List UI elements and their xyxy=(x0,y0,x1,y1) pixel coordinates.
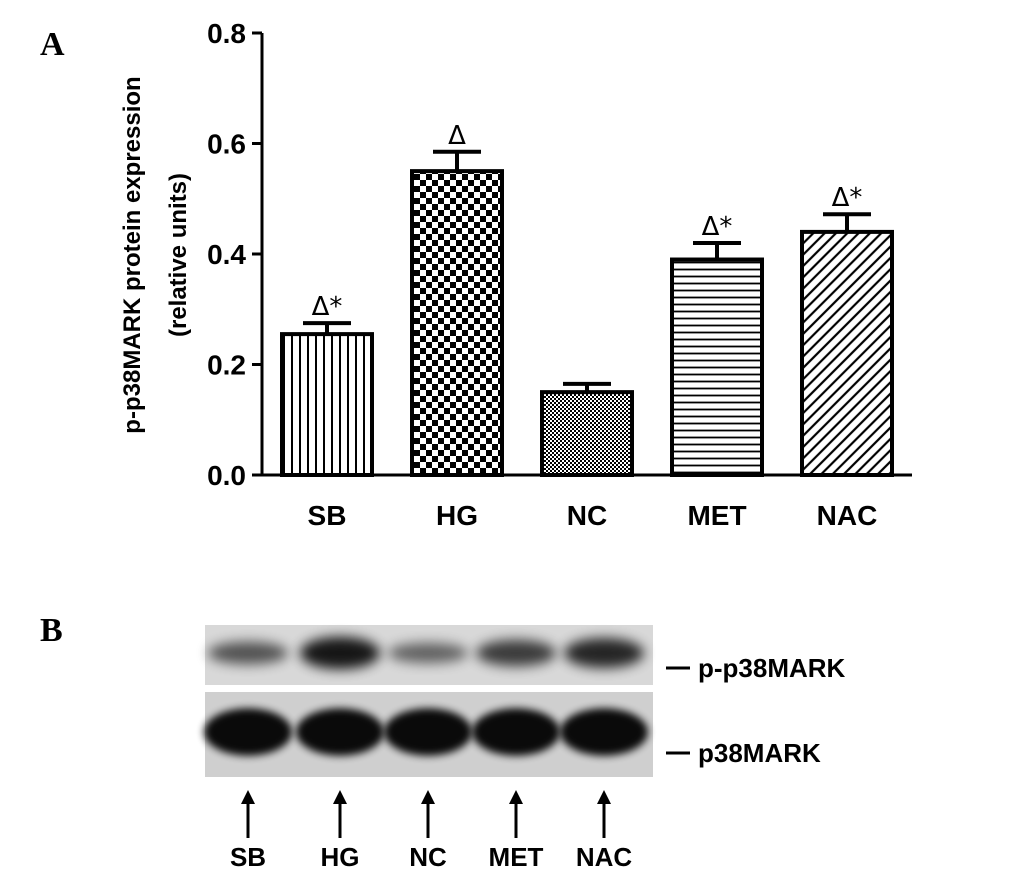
band-total-met xyxy=(472,708,560,756)
band-phospho-nc xyxy=(388,642,468,664)
blot-lane-markers: SB HG NC MET NAC xyxy=(230,790,632,872)
significance-annotation: Δ* xyxy=(832,183,863,213)
bar-nc xyxy=(540,390,634,477)
y-tick-label: 0.8 xyxy=(207,18,246,49)
significance-annotation: Δ* xyxy=(702,212,733,242)
y-axis-label-line1: p-p38MARK protein expression xyxy=(119,76,146,433)
lane-label: MET xyxy=(489,842,544,872)
band-total-nac xyxy=(560,708,648,756)
band-phospho-sb xyxy=(208,641,288,665)
band-label: p-p38MARK xyxy=(698,653,846,683)
y-tick-label: 0.4 xyxy=(207,239,246,270)
y-tick-label: 0.6 xyxy=(207,129,246,160)
bars: Δ* Δ Δ* Δ* xyxy=(280,121,894,477)
band-phospho-hg xyxy=(300,636,380,670)
bar-hg xyxy=(410,169,504,477)
lane-arrow-head xyxy=(241,790,255,804)
lane-label: NAC xyxy=(576,842,633,872)
lane-label: SB xyxy=(230,842,266,872)
y-ticks: 0.0 0.2 0.4 0.6 0.8 xyxy=(207,18,262,491)
lane-arrow-head xyxy=(333,790,347,804)
y-axis-label: p-p38MARK protein expression (relative u… xyxy=(119,76,192,433)
panel-label-a: A xyxy=(40,26,65,63)
lane-arrow-head xyxy=(597,790,611,804)
x-tick-label: MET xyxy=(687,500,746,531)
western-blot: p-p38MARK p38MARK SB HG NC MET NAC xyxy=(204,625,846,872)
x-ticks: SB HG NC MET NAC xyxy=(308,500,878,531)
lane-arrow-head xyxy=(421,790,435,804)
significance-annotation: Δ* xyxy=(312,292,343,322)
bar-sb xyxy=(280,332,374,477)
x-tick-label: NAC xyxy=(817,500,878,531)
bar-met xyxy=(670,257,764,477)
lane-arrow-head xyxy=(509,790,523,804)
bar-nac xyxy=(800,229,894,477)
y-axis-label-line2: (relative units) xyxy=(165,173,192,337)
band-label: p38MARK xyxy=(698,738,821,768)
blot-labels: p-p38MARK p38MARK xyxy=(666,653,846,768)
bar-chart: p-p38MARK protein expression (relative u… xyxy=(119,18,912,531)
band-total-nc xyxy=(384,708,472,756)
lane-label: HG xyxy=(321,842,360,872)
panel-label-b: B xyxy=(40,612,63,649)
band-total-hg xyxy=(296,708,384,756)
x-tick-label: SB xyxy=(308,500,347,531)
lane-label: NC xyxy=(409,842,447,872)
x-tick-label: HG xyxy=(436,500,478,531)
y-tick-label: 0.2 xyxy=(207,350,246,381)
x-tick-label: NC xyxy=(567,500,607,531)
band-phospho-nac xyxy=(564,638,644,668)
significance-annotation: Δ xyxy=(448,121,466,151)
y-tick-label: 0.0 xyxy=(207,460,246,491)
blot-bands xyxy=(204,636,648,756)
band-phospho-met xyxy=(476,639,556,667)
band-total-sb xyxy=(204,708,292,756)
